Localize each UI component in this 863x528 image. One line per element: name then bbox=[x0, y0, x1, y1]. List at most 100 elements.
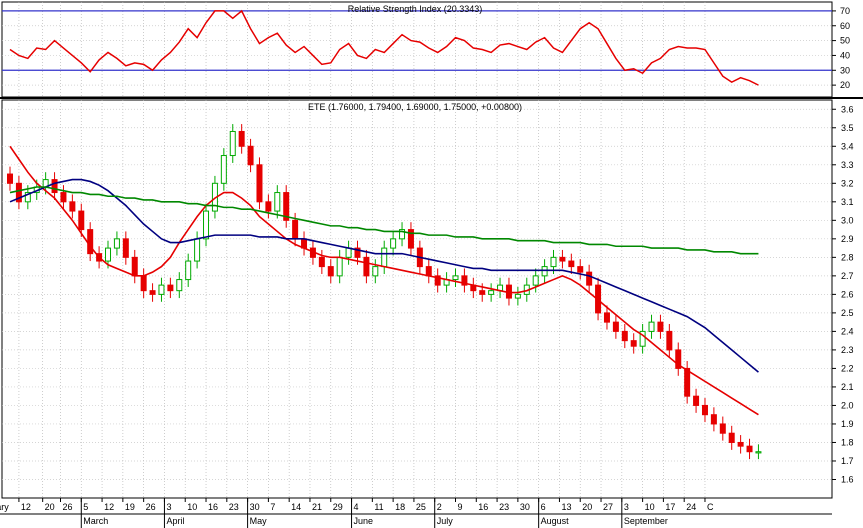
month-label: July bbox=[437, 516, 454, 526]
x-tick-label: 25 bbox=[416, 502, 426, 512]
x-tick-label: 5 bbox=[83, 502, 88, 512]
rsi-tick-label: 40 bbox=[840, 50, 850, 60]
candle-down bbox=[60, 192, 67, 203]
x-tick-label: 9 bbox=[458, 502, 463, 512]
month-label: May bbox=[250, 516, 268, 526]
candle-down bbox=[69, 201, 76, 212]
moving-average-2 bbox=[9, 178, 759, 373]
candle-up bbox=[203, 210, 210, 240]
x-tick-label: 26 bbox=[62, 502, 72, 512]
candle-down bbox=[247, 145, 254, 166]
candle-down bbox=[684, 367, 691, 397]
candle-down bbox=[425, 266, 432, 277]
price-tick-label: 3.0 bbox=[841, 215, 854, 225]
rsi-panel: 70 60 50 40 30 20 bbox=[0, 1, 863, 99]
candle-down bbox=[407, 229, 414, 249]
candle-up bbox=[755, 451, 762, 454]
rsi-tick-label: 60 bbox=[840, 21, 850, 31]
candle-down bbox=[559, 256, 566, 262]
x-tick-label: 20 bbox=[582, 502, 592, 512]
candle-up bbox=[639, 330, 646, 347]
x-tick-label: 23 bbox=[229, 502, 239, 512]
price-tick-label: 2.6 bbox=[841, 289, 854, 299]
candle-down bbox=[568, 260, 575, 268]
x-tick-label: 17 bbox=[665, 502, 675, 512]
price-tick-label: 2.9 bbox=[841, 234, 854, 244]
candle-down bbox=[612, 321, 619, 332]
rsi-tick-label: 20 bbox=[840, 80, 850, 90]
price-tick-label: 3.2 bbox=[841, 178, 854, 188]
candle-up bbox=[336, 256, 343, 277]
candle-down bbox=[283, 192, 290, 221]
candle-down bbox=[737, 441, 744, 447]
candle-up bbox=[113, 238, 120, 249]
candle-up bbox=[532, 275, 539, 286]
x-tick-label: 30 bbox=[250, 502, 260, 512]
candle-down bbox=[131, 256, 138, 277]
price-tick-label: 3.4 bbox=[841, 141, 854, 151]
price-tick-label: 1.8 bbox=[841, 437, 854, 447]
price-tick-label: 1.7 bbox=[841, 456, 854, 466]
x-tick-label: 18 bbox=[395, 502, 405, 512]
candle-up bbox=[390, 238, 397, 249]
x-tick-label: 19 bbox=[125, 502, 135, 512]
candle-down bbox=[675, 349, 682, 369]
candle-down bbox=[256, 164, 263, 203]
candle-up bbox=[550, 256, 557, 268]
x-tick-label: uary bbox=[0, 502, 9, 512]
rsi-tick-label: 50 bbox=[840, 36, 850, 46]
price-tick-label: 2.4 bbox=[841, 326, 854, 336]
candle-down bbox=[15, 182, 22, 203]
x-tick-label: 3 bbox=[166, 502, 171, 512]
candle-up bbox=[24, 192, 31, 203]
candle-down bbox=[577, 266, 584, 273]
x-tick-label: 2 bbox=[437, 502, 442, 512]
price-tick-label: 2.1 bbox=[841, 382, 854, 392]
x-tick-label: 7 bbox=[270, 502, 275, 512]
candle-down bbox=[292, 219, 299, 240]
candle-down bbox=[693, 395, 700, 406]
moving-average-3 bbox=[9, 186, 759, 255]
x-tick-label: 6 bbox=[541, 502, 546, 512]
rsi-tick-label: 70 bbox=[840, 6, 850, 16]
candle-down bbox=[479, 290, 486, 295]
x-tick-label: 27 bbox=[603, 502, 613, 512]
price-tick-label: 2.0 bbox=[841, 400, 854, 410]
x-tick-label: 26 bbox=[146, 502, 156, 512]
price-title: ETE (1.76000, 1.79400, 1.69000, 1.75000,… bbox=[308, 102, 522, 112]
x-tick-label: 24 bbox=[686, 502, 696, 512]
x-tick-label: 3 bbox=[624, 502, 629, 512]
candle-up bbox=[541, 266, 548, 277]
price-tick-label: 2.7 bbox=[841, 271, 854, 281]
x-tick-label: 20 bbox=[45, 502, 55, 512]
candle-down bbox=[603, 312, 610, 323]
x-axis: uary122026512192631016233071421294111825… bbox=[0, 498, 832, 528]
candle-down bbox=[586, 271, 593, 286]
x-tick-label: C bbox=[707, 502, 714, 512]
x-tick-label: 13 bbox=[561, 502, 571, 512]
candle-up bbox=[372, 266, 379, 277]
candle-down bbox=[434, 275, 441, 286]
moving-average-1 bbox=[9, 145, 759, 416]
candle-up bbox=[176, 279, 183, 292]
x-tick-label: 29 bbox=[333, 502, 343, 512]
candle-up bbox=[452, 275, 459, 281]
candle-down bbox=[666, 330, 673, 351]
candle-up bbox=[514, 293, 521, 299]
x-tick-label: 12 bbox=[104, 502, 114, 512]
x-tick-label: 10 bbox=[645, 502, 655, 512]
candle-down bbox=[363, 256, 370, 277]
candle-down bbox=[621, 330, 628, 342]
x-tick-label: 11 bbox=[374, 502, 383, 512]
candle-down bbox=[657, 321, 664, 332]
candle-down bbox=[51, 179, 58, 194]
x-tick-label: 16 bbox=[478, 502, 488, 512]
candle-up bbox=[488, 290, 495, 295]
candle-down bbox=[149, 290, 156, 295]
candle-down bbox=[710, 414, 717, 425]
price-panel: 3.6 3.5 3.4 3.3 3.2 3.1 3.0 2.9 2.8 2.7 2.6 2.5 2.4 2… bbox=[1, 99, 854, 499]
candle-down bbox=[746, 445, 753, 453]
candle-down bbox=[140, 275, 147, 292]
